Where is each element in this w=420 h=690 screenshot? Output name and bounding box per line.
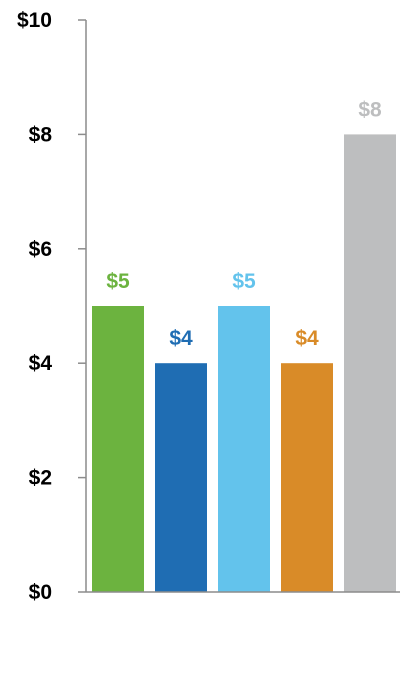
bar: [344, 134, 396, 592]
data-labels: $5 $4 $5 $4 $8: [106, 98, 382, 350]
bar-data-label: $4: [169, 327, 193, 350]
y-tick-label: $6: [29, 238, 52, 261]
y-tick-label: $10: [17, 9, 52, 32]
y-tick-label: $8: [29, 123, 53, 146]
bar-data-label: $5: [232, 270, 256, 293]
y-tick-label: $0: [29, 581, 52, 604]
bar: [218, 306, 270, 592]
y-axis: $0 $2 $4 $6 $8 $10: [17, 9, 86, 604]
bar: [155, 363, 207, 592]
y-tick-label: $2: [29, 467, 52, 490]
bar: [92, 306, 144, 592]
bar-data-label: $4: [295, 327, 319, 350]
bars: [92, 134, 396, 592]
bar-data-label: $5: [106, 270, 130, 293]
bar: [281, 363, 333, 592]
bar-data-label: $8: [358, 98, 382, 121]
y-tick-label: $4: [29, 352, 53, 375]
